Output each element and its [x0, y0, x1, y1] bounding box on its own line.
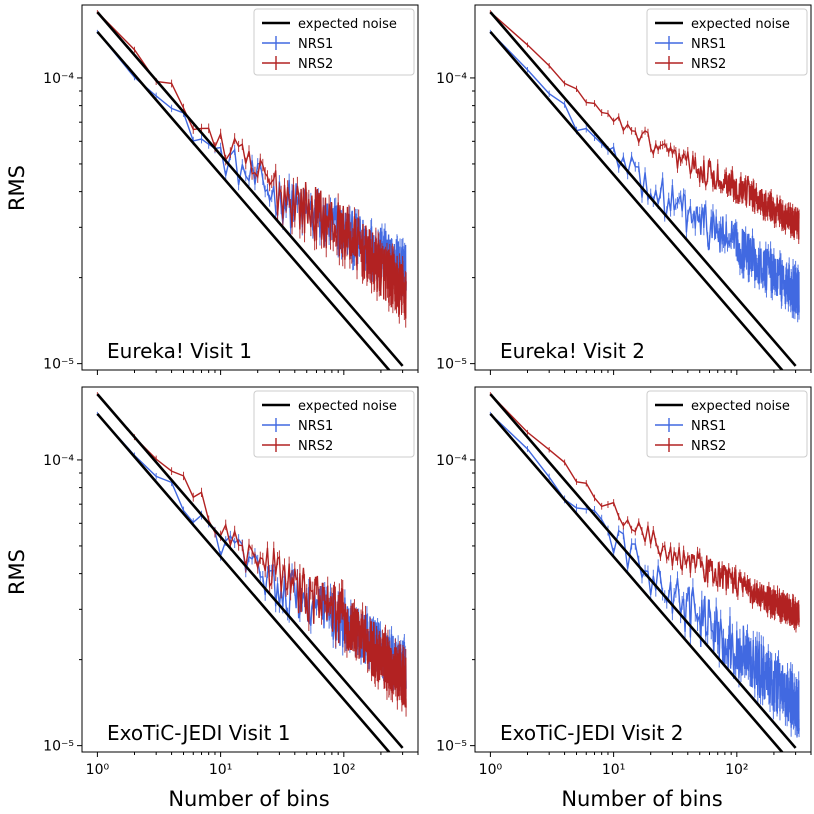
y-tick-label: 10⁻⁴	[436, 453, 467, 469]
y-tick-label: 10⁻⁵	[436, 739, 467, 755]
y-tick-label: 10⁻⁵	[436, 357, 467, 373]
panel-title: Eureka! Visit 2	[500, 339, 645, 363]
legend-box	[253, 390, 415, 458]
expected-noise-line-2	[96, 393, 404, 749]
x-tick-label: 10²	[725, 762, 748, 778]
expected-noise-line-1	[96, 412, 391, 752]
axes-frame	[81, 4, 419, 371]
panel-title: ExoTiC-JEDI Visit 2	[500, 721, 683, 745]
axes-frame	[81, 386, 419, 753]
legend-label: NRS1	[298, 37, 333, 52]
legend-label: NRS2	[298, 439, 333, 454]
plot-series	[96, 392, 407, 752]
y-tick-label: 10⁻⁴	[436, 71, 467, 87]
panel-title: Eureka! Visit 1	[107, 339, 252, 363]
y-tick-label: 10⁻⁴	[43, 71, 74, 87]
legend-box	[253, 8, 415, 76]
y-tick-label: 10⁻⁵	[43, 357, 74, 373]
x-tick-label: 10⁰	[479, 762, 503, 778]
panel-3: 10⁰ 10¹ 10² 10⁻⁴ 10⁻⁵ ExoTiC-JEDI Visit 1 expe…	[43, 386, 419, 778]
nrs1-line	[489, 31, 800, 316]
plot-series	[96, 10, 407, 370]
legend: expected noise NRS1 NRS2	[646, 8, 808, 76]
legend-label: expected noise	[691, 399, 790, 414]
axes-frame	[474, 386, 812, 753]
panel-2: 10⁻⁴ 10⁻⁵ Eureka! Visit 2 expected noise NRS…	[436, 4, 812, 375]
y-tick-label: 10⁻⁵	[43, 739, 74, 755]
panel-1: 10⁻⁴ 10⁻⁵ Eureka! Visit 1 expected noise NRS…	[43, 4, 419, 375]
legend-label: NRS2	[298, 57, 333, 72]
legend-label: NRS1	[298, 419, 333, 434]
legend: expected noise NRS1 NRS2	[253, 390, 415, 458]
nrs2-line	[96, 393, 407, 708]
expected-noise-line-2	[96, 11, 404, 367]
expected-noise-line-1	[489, 30, 784, 370]
expected-noise-line-2	[489, 11, 797, 367]
nrs2-line	[489, 393, 800, 630]
axes-frame	[474, 4, 812, 371]
panel-4: 10⁰ 10¹ 10² 10⁻⁴ 10⁻⁵ ExoTiC-JEDI Visit 2 expe…	[436, 386, 812, 778]
expected-noise-line-1	[96, 30, 391, 370]
legend-box	[646, 8, 808, 76]
panels: 10⁻⁴ 10⁻⁵ Eureka! Visit 1 expected noise NRS…	[43, 4, 812, 778]
legend-label: expected noise	[298, 399, 397, 414]
plot-series	[489, 392, 800, 752]
legend-label: NRS1	[691, 37, 726, 52]
x-tick-label: 10²	[332, 762, 355, 778]
expected-noise-line-2	[489, 393, 797, 749]
panel-title: ExoTiC-JEDI Visit 1	[107, 721, 290, 745]
legend-label: NRS2	[691, 439, 726, 454]
nrs2-line	[96, 11, 407, 319]
x-tick-label: 10¹	[209, 762, 232, 778]
y-tick-label: 10⁻⁴	[43, 453, 74, 469]
x-tick-label: 10¹	[602, 762, 625, 778]
x-tick-label: 10⁰	[86, 762, 110, 778]
plot-series	[489, 10, 800, 370]
x-axis-label-left: Number of bins	[168, 787, 329, 811]
x-axis-label-right: Number of bins	[561, 787, 722, 811]
legend-label: NRS1	[691, 419, 726, 434]
legend-label: expected noise	[691, 17, 790, 32]
legend-box	[646, 390, 808, 458]
legend-label: NRS2	[691, 57, 726, 72]
nrs2-line	[489, 11, 800, 240]
legend-label: expected noise	[298, 17, 397, 32]
expected-noise-line-1	[489, 412, 784, 752]
legend: expected noise NRS1 NRS2	[253, 8, 415, 76]
y-axis-label-top: RMS	[5, 165, 29, 211]
legend: expected noise NRS1 NRS2	[646, 390, 808, 458]
y-axis-label-bottom: RMS	[5, 549, 29, 595]
nrs1-line	[489, 413, 800, 734]
